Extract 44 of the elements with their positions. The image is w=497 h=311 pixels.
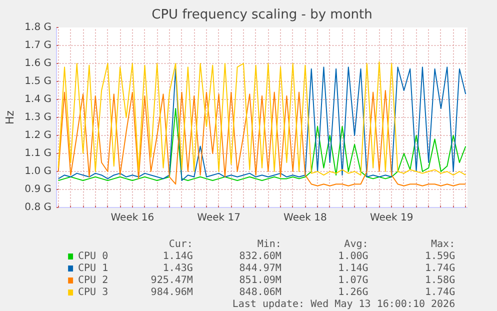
text: 1.59G xyxy=(424,251,456,262)
y-tick-label: 0.8 G xyxy=(24,202,52,213)
x-tick-label: Week 18 xyxy=(284,212,327,224)
line-series xyxy=(58,90,466,186)
y-tick-label: 0.9 G xyxy=(24,184,52,195)
legend-label: CPU 2 xyxy=(78,275,108,286)
y-tick-label: 1.8 G xyxy=(24,22,52,33)
text: Avg: xyxy=(344,239,368,250)
y-tick-label: 1.7 G xyxy=(24,40,52,51)
text: 984.96M xyxy=(150,287,193,298)
x-tick-label: Week 17 xyxy=(197,212,240,224)
text: 1.00G xyxy=(338,251,368,262)
text: 1.26G xyxy=(338,287,368,298)
y-tick-label: 1.3 G xyxy=(24,112,52,123)
text: 848.06M xyxy=(239,287,282,298)
y-axis-title: Hz xyxy=(4,110,17,125)
y-tick-label: 1.6 G xyxy=(24,58,52,69)
y-tick-label: 1.5 G xyxy=(24,76,52,87)
text: 1.74G xyxy=(424,287,456,298)
legend-label: CPU 3 xyxy=(78,287,108,298)
text: 1.74G xyxy=(424,263,456,274)
legend-label: CPU 1 xyxy=(78,263,108,274)
text: 851.09M xyxy=(239,275,282,286)
text: Last update: Wed May 13 16:00:10 2026 xyxy=(232,299,456,310)
text: Cur: xyxy=(168,239,193,250)
y-tick-label: 1.0 G xyxy=(24,166,52,177)
text: 1.14G xyxy=(162,251,193,262)
text: 1.43G xyxy=(162,263,193,274)
text: 925.47M xyxy=(150,275,193,286)
x-tick-label: Week 16 xyxy=(110,212,154,224)
text: 1.14G xyxy=(338,263,368,274)
legend-label: CPU 0 xyxy=(78,251,108,262)
text: 844.97M xyxy=(239,263,282,274)
y-tick-label: 1.2 G xyxy=(24,130,52,141)
y-tick-label: 1.4 G xyxy=(24,94,52,105)
text: 1.58G xyxy=(424,275,456,286)
text: Min: xyxy=(257,239,282,250)
x-tick-label: Week 19 xyxy=(370,212,414,224)
text: 832.60M xyxy=(239,251,282,262)
chart-title: CPU frequency scaling - by month xyxy=(152,8,372,22)
text: Max: xyxy=(431,239,456,250)
y-tick-label: 1.1 G xyxy=(24,148,52,159)
line-series xyxy=(58,108,466,181)
text: 1.07G xyxy=(338,275,368,286)
